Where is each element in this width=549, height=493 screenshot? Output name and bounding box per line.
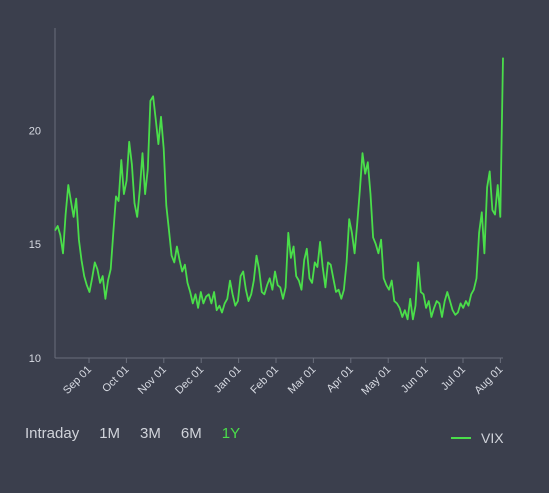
range-selector: Intraday 1M 3M 6M 1Y: [25, 425, 260, 442]
x-tick-label: Jul 01: [439, 364, 468, 393]
range-intraday-button[interactable]: Intraday: [25, 425, 80, 442]
y-tick-label: 15: [29, 239, 41, 251]
range-1y-button[interactable]: 1Y: [221, 425, 241, 442]
x-tick-label: Sep 01: [61, 364, 94, 397]
y-tick-label: 10: [29, 353, 41, 365]
x-tick-label: Dec 01: [173, 364, 206, 397]
x-tick-label: Apr 01: [325, 364, 356, 395]
chart-legend[interactable]: VIX: [451, 430, 504, 446]
range-3m-button[interactable]: 3M: [140, 425, 161, 442]
legend-swatch: [451, 437, 471, 439]
x-tick-label: Jun 01: [399, 364, 431, 396]
legend-label-vix: VIX: [481, 430, 504, 446]
x-axis-ticks: Sep 01 Oct 01 Nov 01 Dec 01 Jan 01 Feb 01 Mar …: [61, 358, 506, 398]
vix-series-line: [54, 57, 504, 321]
x-tick-label: Jan 01: [212, 364, 244, 396]
x-tick-label: Oct 01: [100, 364, 131, 395]
x-tick-label: May 01: [359, 364, 393, 398]
y-tick-label: 20: [29, 125, 41, 137]
x-tick-label: Aug 01: [472, 364, 505, 397]
range-1m-button[interactable]: 1M: [99, 425, 121, 442]
x-tick-label: Nov 01: [136, 364, 169, 397]
x-tick-label: Feb 01: [248, 364, 281, 397]
y-axis-ticks: 10 15 20: [29, 125, 41, 365]
range-6m-button[interactable]: 6M: [180, 425, 202, 442]
x-tick-label: Mar 01: [286, 364, 319, 397]
